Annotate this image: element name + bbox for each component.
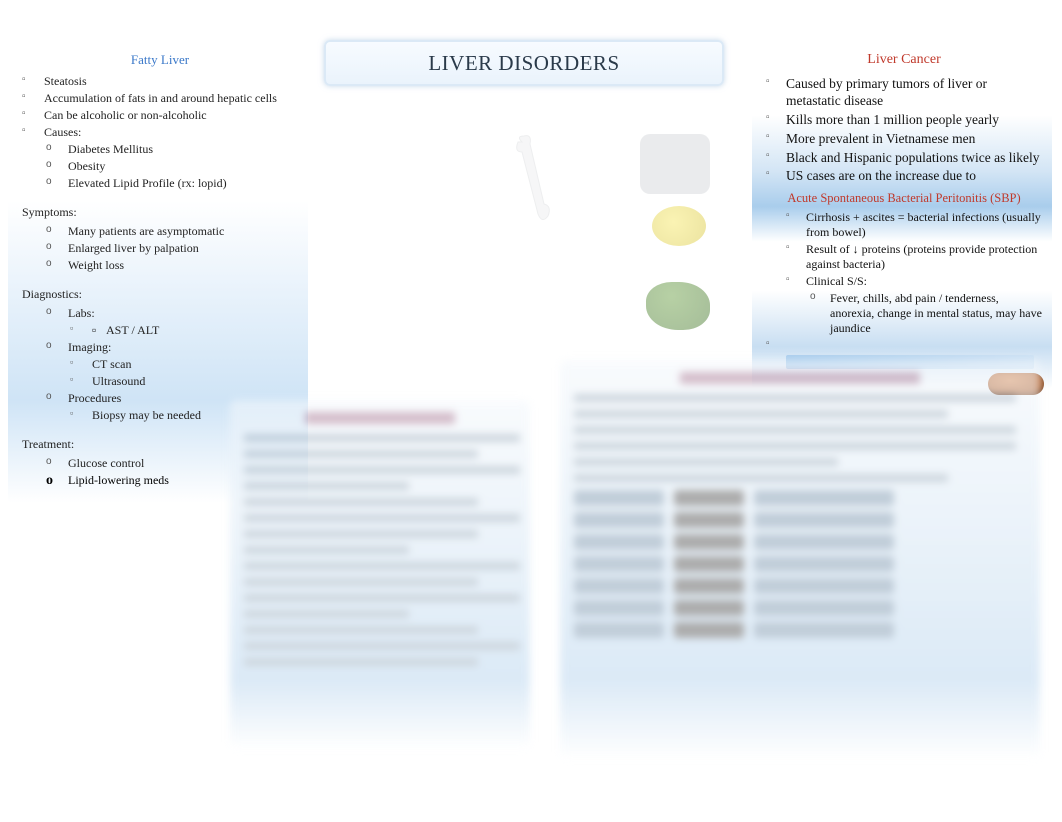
liver-cancer-panel: Liver Cancer Caused by primary tumors of…: [752, 38, 1052, 389]
diagnostics-header: Diagnostics:: [22, 287, 298, 302]
bone-icon: [510, 134, 560, 234]
list-item: Obesity: [46, 159, 298, 174]
list-item: Ultrasound: [70, 374, 298, 389]
food-block-icon: [640, 134, 710, 194]
list-item: Enlarged liver by palpation: [46, 241, 298, 256]
list-item: Many patients are asymptomatic: [46, 224, 298, 239]
list-item: Black and Hispanic populations twice as …: [766, 150, 1042, 167]
list-item-blank: [766, 338, 1042, 349]
list-item: Accumulation of fats in and around hepat…: [22, 91, 298, 106]
list-item: Steatosis: [22, 74, 298, 89]
lemon-icon: [652, 206, 706, 246]
list-item: Clinical S/S:: [786, 274, 1042, 289]
broccoli-icon: [646, 282, 710, 330]
list-item: ▫AST / ALT: [70, 323, 298, 338]
list-item: Cirrhosis + ascites = bacterial infectio…: [786, 210, 1042, 240]
list-item: Imaging:: [46, 340, 298, 355]
list-item: Diabetes Mellitus: [46, 142, 298, 157]
list-item: Weight loss: [46, 258, 298, 273]
sbp-title: Acute Spontaneous Bacterial Peritonitis …: [766, 191, 1042, 206]
blurred-panel-left: [230, 400, 530, 750]
list-item: CT scan: [70, 357, 298, 372]
fatty-liver-title: Fatty Liver: [22, 52, 298, 68]
list-item: More prevalent in Vietnamese men: [766, 131, 1042, 148]
list-item: Fever, chills, abd pain / tenderness, an…: [810, 291, 1042, 336]
main-title-box: LIVER DISORDERS: [324, 40, 724, 86]
main-title: LIVER DISORDERS: [428, 51, 619, 76]
list-item: Elevated Lipid Profile (rx: lopid): [46, 176, 298, 191]
symptoms-header: Symptoms:: [22, 205, 298, 220]
list-item: Can be alcoholic or non-alcoholic: [22, 108, 298, 123]
center-illustration: [320, 94, 730, 344]
list-item: US cases are on the increase due to: [766, 168, 1042, 185]
list-item: Labs:: [46, 306, 298, 321]
liver-cancer-title: Liver Cancer: [766, 52, 1042, 68]
blurred-panel-right: [560, 360, 1040, 760]
list-item: Causes:: [22, 125, 298, 140]
list-item: Result of ↓ proteins (proteins provide p…: [786, 242, 1042, 272]
list-item: Kills more than 1 million people yearly: [766, 112, 1042, 129]
list-item: Caused by primary tumors of liver or met…: [766, 76, 1042, 110]
